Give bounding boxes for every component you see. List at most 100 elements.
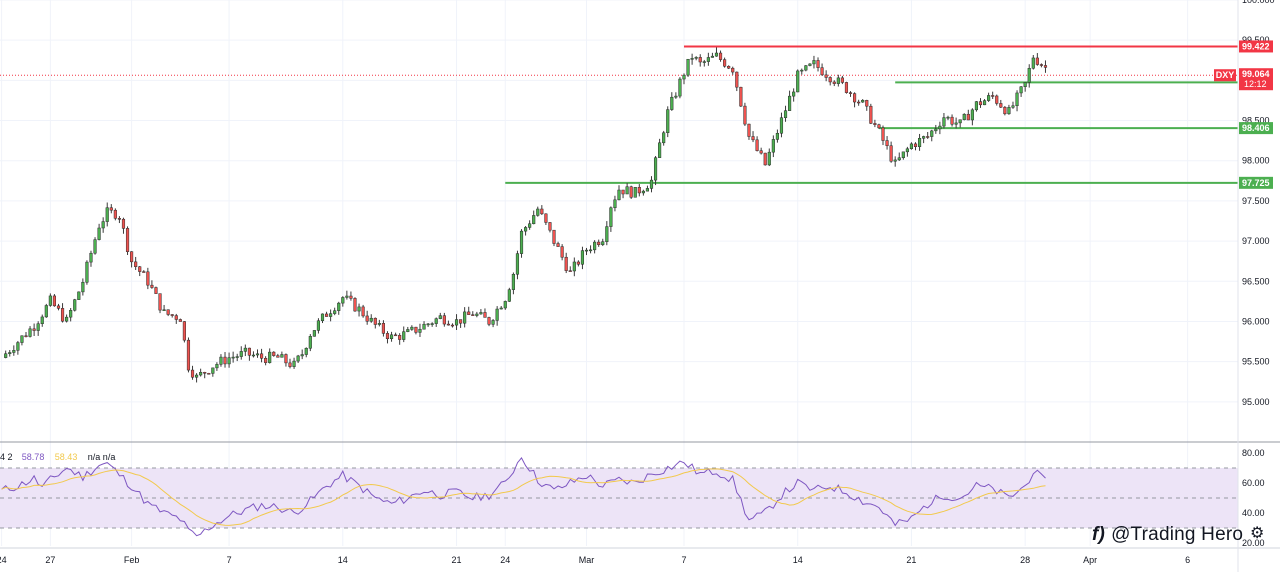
candle-body	[24, 335, 28, 338]
candle-body	[467, 311, 471, 315]
price-tick-label: 95.000	[1242, 397, 1270, 407]
candle-body	[653, 157, 658, 181]
time-tick-label: 24	[500, 555, 510, 565]
candle-body	[625, 186, 629, 195]
candle-body	[767, 151, 771, 166]
grid	[0, 0, 1238, 546]
candle-body	[788, 95, 792, 111]
rsi-tick-label: 80.00	[1242, 448, 1265, 458]
candlestick-series	[4, 47, 1048, 383]
candle-body	[934, 128, 938, 132]
gear-icon[interactable]: ⚙	[1250, 525, 1265, 542]
candle-body	[247, 347, 251, 356]
candle-body	[150, 284, 154, 288]
candle-body	[674, 95, 678, 98]
candle-body	[109, 207, 113, 211]
level-badge-label: 98.406	[1242, 123, 1270, 133]
candle-body	[1039, 64, 1043, 66]
candle-body	[723, 59, 727, 67]
candle-body	[227, 357, 231, 365]
symbol-badge	[1214, 69, 1236, 82]
time-tick-label: 14	[793, 555, 803, 565]
candle-body	[873, 123, 877, 125]
candle-body	[89, 252, 93, 263]
candle-body	[85, 261, 89, 283]
candle-body	[158, 293, 162, 311]
watermark-text: @Trading Hero	[1111, 524, 1244, 545]
level-badge-label: 97.725	[1242, 178, 1270, 188]
time-tick-label: 7	[681, 555, 686, 565]
candle-body	[154, 287, 158, 294]
candle-body	[670, 96, 674, 110]
candle-body	[77, 291, 81, 300]
candle-body	[792, 91, 796, 97]
candle-body	[576, 261, 580, 265]
candle-body	[808, 63, 812, 66]
candle-body	[264, 358, 268, 363]
candle-body	[195, 374, 199, 378]
candle-body	[483, 312, 487, 318]
candle-body	[357, 306, 361, 312]
time-tick-label: 28	[1020, 555, 1030, 565]
candle-body	[743, 105, 747, 125]
candle-body	[901, 151, 905, 158]
candle-body	[442, 315, 446, 325]
candle-body	[203, 372, 207, 374]
candle-body	[475, 313, 479, 316]
price-tick-label: 100.000	[1242, 0, 1275, 5]
candle-body	[499, 307, 503, 310]
candle-body	[280, 354, 284, 358]
candle-body	[1019, 86, 1023, 94]
candle-body	[36, 323, 40, 331]
candle-body	[995, 95, 999, 104]
candle-body	[402, 331, 406, 340]
candle-body	[430, 323, 434, 325]
rsi-tick-label: 40.00	[1242, 508, 1265, 518]
time-tick-label: 24	[0, 555, 7, 565]
candle-body	[540, 208, 544, 215]
candle-body	[353, 298, 357, 312]
candle-body	[519, 230, 524, 254]
candle-body	[268, 351, 272, 363]
candle-body	[678, 78, 682, 97]
candle-body	[605, 226, 609, 242]
candle-body	[410, 326, 414, 330]
candle-body	[1043, 65, 1048, 68]
candle-body	[621, 189, 625, 195]
candle-body	[365, 315, 369, 322]
candle-body	[727, 65, 731, 69]
candle-body	[12, 350, 16, 353]
candle-body	[633, 187, 637, 198]
candle-body	[231, 356, 235, 359]
rsi-tick-label: 20.00	[1242, 538, 1265, 548]
candle-body	[1007, 107, 1011, 115]
candle-body	[820, 67, 824, 76]
price-tick-label: 97.500	[1242, 196, 1270, 206]
candle-body	[544, 213, 548, 223]
candle-body	[394, 334, 398, 337]
candle-body	[824, 74, 828, 78]
candle-body	[853, 93, 857, 103]
candle-body	[414, 326, 418, 333]
candle-body	[775, 132, 779, 140]
candle-body	[735, 71, 739, 88]
candle-body	[308, 336, 312, 349]
candle-body	[369, 317, 373, 322]
candle-body	[117, 218, 121, 220]
candle-body	[536, 208, 540, 216]
candle-body	[381, 323, 385, 334]
candle-body	[406, 329, 410, 332]
candle-body	[296, 355, 300, 362]
candle-body	[812, 60, 816, 65]
candle-body	[373, 317, 377, 325]
candle-body	[170, 314, 174, 316]
support-resistance-lines[interactable]	[0, 45, 1238, 184]
candle-body	[991, 95, 995, 97]
candle-body	[922, 136, 926, 139]
candle-body	[81, 282, 85, 293]
candle-body	[434, 318, 438, 324]
candle-body	[8, 352, 12, 354]
candle-body	[950, 116, 954, 125]
candle-body	[978, 101, 983, 106]
